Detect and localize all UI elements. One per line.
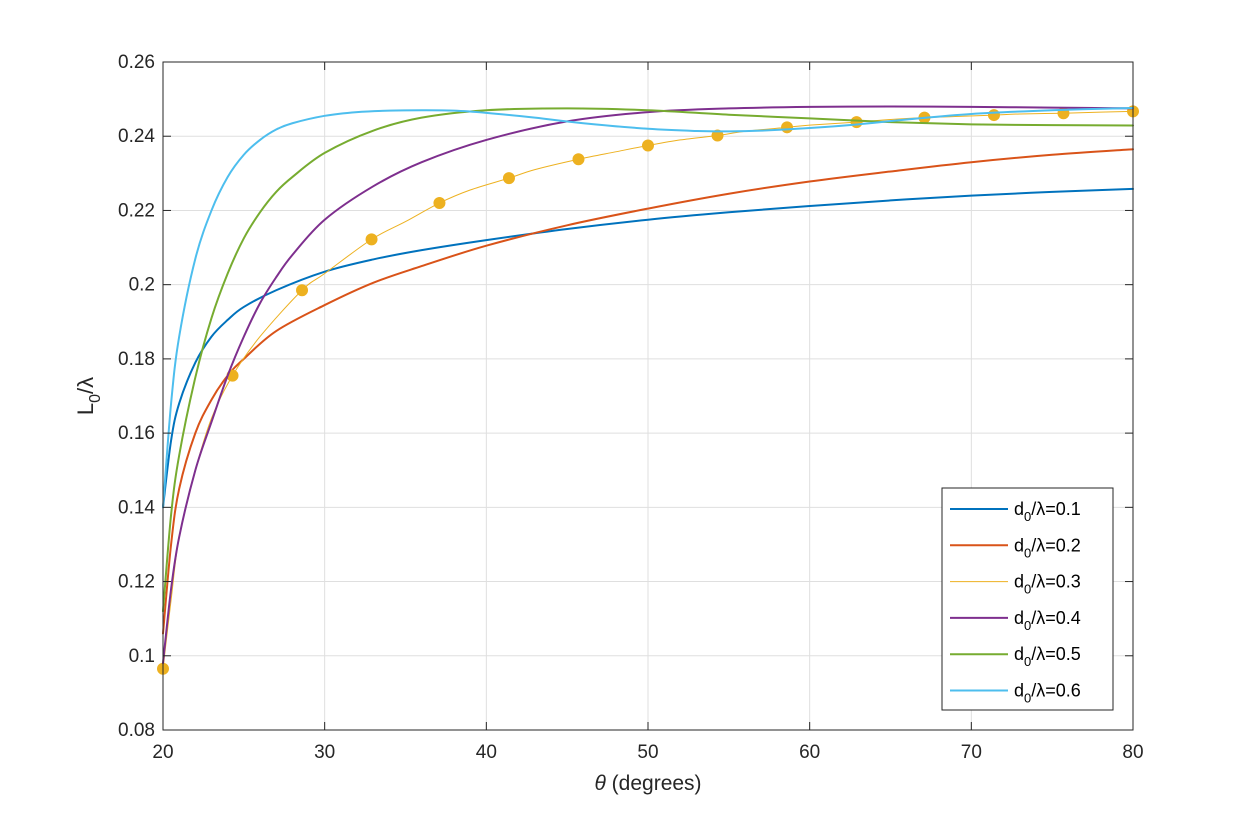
legend-label-rest: /λ=0.6 <box>1031 681 1081 701</box>
legend-label-rest: /λ=0.4 <box>1031 608 1081 628</box>
x-tick-label: 30 <box>314 742 335 763</box>
legend-label-base: d <box>1014 535 1024 555</box>
y-tick-label: 0.14 <box>118 497 155 518</box>
legend-label-subscript: 0 <box>1024 691 1031 706</box>
x-tick-label: 60 <box>799 742 820 763</box>
series-3-marker <box>433 197 446 210</box>
x-axis-label: θ (degrees) <box>594 772 701 795</box>
series-3-marker <box>296 284 309 297</box>
y-tick-label: 0.24 <box>118 126 155 147</box>
y-tick-label: 0.16 <box>118 423 155 444</box>
legend-label-subscript: 0 <box>1024 545 1031 560</box>
series-line-6 <box>162 107 1134 509</box>
x-axis-symbol: θ <box>594 772 606 795</box>
series-line-2 <box>162 148 1134 635</box>
y-axis-label-subscript: 0 <box>87 394 104 403</box>
series-line-5 <box>162 107 1134 613</box>
y-tick-label: 0.12 <box>118 572 155 593</box>
legend-label-base: d <box>1014 572 1024 592</box>
y-axis-label-rest: /λ <box>73 377 98 394</box>
x-tick-label: 40 <box>476 742 497 763</box>
legend-label-base: d <box>1014 644 1024 664</box>
x-tick-label: 50 <box>637 742 658 763</box>
axis-ticks: 20 30 40 50 60 70 80 0.08 0.1 0.12 0.14 0.16 0.18 0.2… <box>118 52 1144 763</box>
legend-box <box>941 487 1114 711</box>
x-tick-label: 20 <box>152 742 173 763</box>
legend-label-6: d0/λ=0.6 <box>1014 681 1081 706</box>
series-3-marker <box>642 139 654 152</box>
legend-label-base: d <box>1014 681 1024 701</box>
series-3-marker <box>572 153 585 166</box>
x-axis-unit: (degrees) <box>606 772 702 795</box>
legend-label-rest: /λ=0.3 <box>1031 572 1081 592</box>
y-tick-label: 0.18 <box>118 349 155 370</box>
x-tick-label: 80 <box>1122 742 1143 763</box>
legend-label-base: d <box>1014 608 1024 628</box>
legend-label-subscript: 0 <box>1024 618 1031 633</box>
legend-label-4: d0/λ=0.4 <box>1014 608 1081 633</box>
legend-label-base: d <box>1014 499 1024 519</box>
y-axis-label: L0/λ <box>73 377 104 415</box>
series-3-marker <box>365 233 378 246</box>
series-3-marker <box>711 129 724 142</box>
series-3-marker <box>987 109 1000 122</box>
legend: d0/λ=0.1d0/λ=0.2d0/λ=0.3d0/λ=0.4d0/λ=0.5… <box>941 487 1114 711</box>
legend-label-1: d0/λ=0.1 <box>1014 499 1081 524</box>
series-3-marker <box>850 116 863 129</box>
y-tick-label: 0.08 <box>118 720 155 741</box>
legend-label-rest: /λ=0.1 <box>1031 499 1081 519</box>
legend-label-3: d0/λ=0.3 <box>1014 572 1081 597</box>
x-tick-label: 70 <box>961 742 982 763</box>
series-3-marker <box>502 172 515 185</box>
legend-label-subscript: 0 <box>1024 582 1031 597</box>
y-tick-label: 0.26 <box>118 52 155 73</box>
series-line-1 <box>162 187 1134 509</box>
y-axis-label-base: L <box>73 403 98 415</box>
legend-label-subscript: 0 <box>1024 509 1031 524</box>
legend-label-5: d0/λ=0.5 <box>1014 644 1081 669</box>
legend-label-rest: /λ=0.5 <box>1031 644 1081 664</box>
y-tick-label: 0.2 <box>129 275 155 296</box>
y-tick-label: 0.22 <box>118 200 155 221</box>
y-tick-label: 0.1 <box>129 646 155 667</box>
series-line-4 <box>162 105 1134 665</box>
legend-label-subscript: 0 <box>1024 654 1031 669</box>
series-3-marker <box>781 121 794 134</box>
legend-label-2: d0/λ=0.2 <box>1014 535 1081 560</box>
legend-label-rest: /λ=0.2 <box>1031 535 1081 555</box>
series-group <box>157 105 1139 675</box>
